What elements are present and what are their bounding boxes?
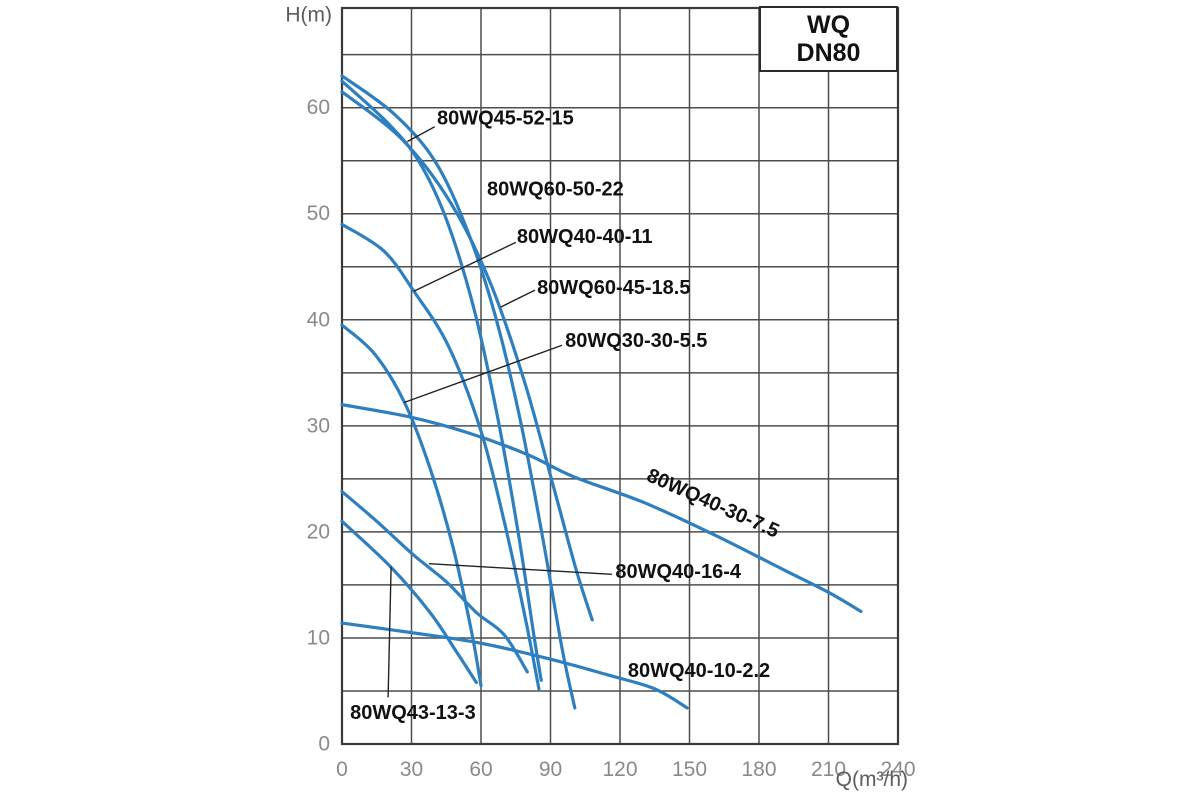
curve-80WQ60-45-18.5 <box>340 90 594 622</box>
curve-80WQ40-30-7.5 <box>340 403 863 614</box>
x-tick-label: 120 <box>602 758 637 781</box>
y-tick-label: 50 <box>307 202 330 225</box>
x-tick-label: 180 <box>741 758 776 781</box>
curve-label-80WQ30-30-5.5: 80WQ30-30-5.5 <box>565 330 707 352</box>
curve-80WQ43-13-3 <box>340 519 478 685</box>
x-tick-label: 60 <box>469 758 492 781</box>
curve-80WQ30-30-5.5 <box>340 323 483 688</box>
curve-80WQ60-50-22 <box>340 74 577 710</box>
x-tick-label: 210 <box>811 758 846 781</box>
x-tick-label: 240 <box>880 758 915 781</box>
leader-line-80WQ45-52-15 <box>406 126 436 143</box>
x-tick-label: 90 <box>539 758 562 781</box>
leader-line-80WQ30-30-5.5 <box>403 344 563 404</box>
y-axis-title: H(m) <box>285 4 332 27</box>
y-tick-label: 40 <box>307 308 330 331</box>
axis-ticks: 0 10 20 30 40 50 60 0 30 60 90 120 150 180 210 240 <box>307 96 916 781</box>
leader-line-80WQ43-13-3 <box>387 566 392 698</box>
curve-label-80WQ40-40-11: 80WQ40-40-11 <box>517 226 653 248</box>
curve-label-80WQ45-52-15: 80WQ45-52-15 <box>437 107 574 129</box>
leader-line-80WQ60-45-18.5 <box>500 289 536 308</box>
y-tick-label: 30 <box>307 414 330 437</box>
curve-label-80WQ40-30-7.5: 80WQ40-30-7.5 <box>643 465 782 543</box>
curve-label-80WQ40-16-4: 80WQ40-16-4 <box>615 561 741 583</box>
x-tick-label: 150 <box>672 758 707 781</box>
curve-80WQ40-16-4 <box>340 489 529 674</box>
curve-label-80WQ43-13-3: 80WQ43-13-3 <box>350 702 476 724</box>
x-axis-title: Q(m³/h) <box>836 768 908 791</box>
y-tick-label: 10 <box>307 626 330 649</box>
y-tick-label: 0 <box>318 733 330 756</box>
x-tick-label: 0 <box>336 758 348 781</box>
y-tick-label: 60 <box>307 96 330 119</box>
curve-80WQ40-40-11 <box>340 222 541 691</box>
leader-line-80WQ40-16-4 <box>428 563 612 576</box>
x-tick-label: 30 <box>400 758 423 781</box>
curve-label-80WQ60-45-18.5: 80WQ60-45-18.5 <box>537 277 690 299</box>
model-series-box: WQ DN80 <box>759 6 898 72</box>
model-series-line2: DN80 <box>796 39 861 67</box>
curve-label-80WQ40-10-2.2: 80WQ40-10-2.2 <box>628 660 770 682</box>
leader-line-80WQ40-40-11 <box>413 241 517 292</box>
curve-80WQ40-10-2.2 <box>340 621 689 710</box>
pump-curves <box>340 74 863 710</box>
y-tick-label: 20 <box>307 520 330 543</box>
curve-label-80WQ60-50-22: 80WQ60-50-22 <box>487 178 624 200</box>
model-series-line1: WQ <box>806 11 851 39</box>
plot-border <box>340 6 900 746</box>
